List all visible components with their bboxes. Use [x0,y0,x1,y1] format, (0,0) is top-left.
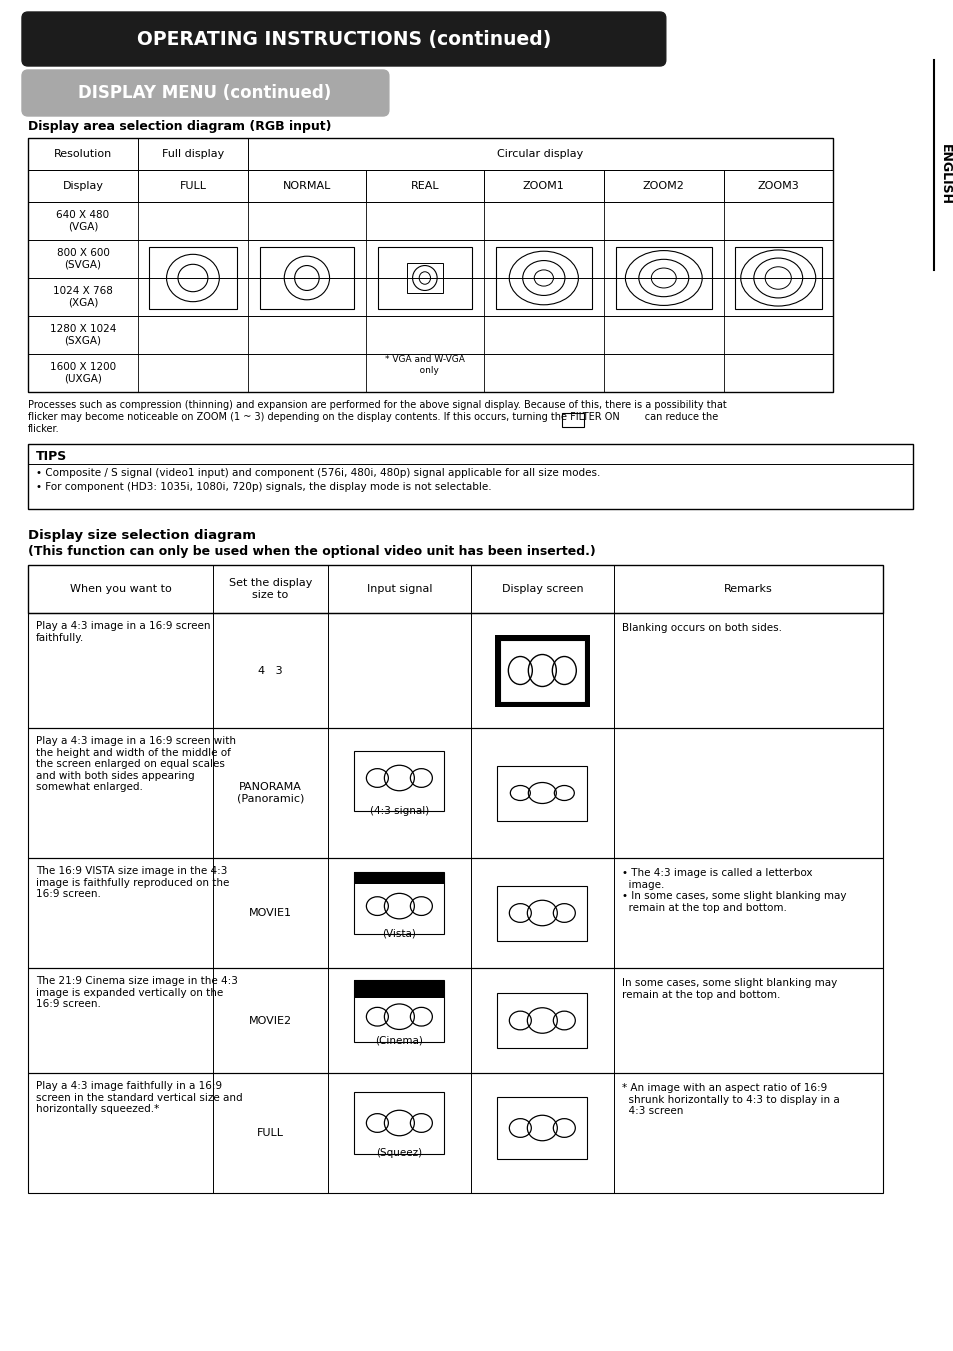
Text: Display: Display [62,181,103,190]
FancyBboxPatch shape [22,12,665,66]
Text: In some cases, some slight blanking may
remain at the top and bottom.: In some cases, some slight blanking may … [621,978,836,1000]
Text: ZOOM1: ZOOM1 [522,181,564,190]
Bar [28,203,832,240]
Text: (Squeez): (Squeez) [375,1148,422,1158]
Bar [28,278,832,316]
Bar [28,728,882,858]
Text: DISPLAY MENU (continued): DISPLAY MENU (continued) [78,84,332,101]
Text: ZOOM2: ZOOM2 [642,181,684,190]
Bar [28,316,832,354]
Text: 1280 X 1024
(SXGA): 1280 X 1024 (SXGA) [50,324,116,346]
Text: (Cinema): (Cinema) [375,1035,423,1046]
Text: Display screen: Display screen [501,584,582,594]
Bar [354,979,444,1042]
Bar [377,247,472,309]
Bar [497,1097,587,1159]
Text: 800 X 600
(SVGA): 800 X 600 (SVGA) [56,249,110,270]
Text: * VGA and W-VGA
   only: * VGA and W-VGA only [384,355,464,374]
Text: Full display: Full display [162,149,224,159]
Bar [28,138,832,392]
Bar [28,565,882,613]
Bar [734,247,821,309]
Bar [28,1073,882,1193]
Bar [495,635,589,707]
Text: • Composite / S signal (video1 input) and component (576i, 480i, 480p) signal ap: • Composite / S signal (video1 input) an… [36,467,599,478]
Bar [354,871,444,884]
Text: ZOOM3: ZOOM3 [757,181,799,190]
Bar [354,979,444,997]
Bar [354,871,444,934]
Text: The 21:9 Cinema size image in the 4:3
image is expanded vertically on the
16:9 s: The 21:9 Cinema size image in the 4:3 im… [36,975,237,1009]
Bar [149,247,236,309]
Bar [561,413,583,427]
Text: Play a 4:3 image in a 16:9 screen
faithfully.: Play a 4:3 image in a 16:9 screen faithf… [36,621,211,643]
Text: ENGLISH: ENGLISH [938,145,951,205]
Text: Processes such as compression (thinning) and expansion are performed for the abo: Processes such as compression (thinning)… [28,400,726,409]
Text: NORMAL: NORMAL [282,181,331,190]
Bar [497,766,587,820]
Text: * An image with an aspect ratio of 16:9
  shrunk horizontally to 4:3 to display : * An image with an aspect ratio of 16:9 … [621,1084,839,1116]
Text: The 16:9 VISTA size image in the 4:3
image is faithfully reproduced on the
16:9 : The 16:9 VISTA size image in the 4:3 ima… [36,866,229,900]
Bar [259,247,354,309]
Text: Play a 4:3 image in a 16:9 screen with
the height and width of the middle of
the: Play a 4:3 image in a 16:9 screen with t… [36,736,235,793]
Text: FULL: FULL [256,1128,284,1138]
Text: OPERATING INSTRUCTIONS (continued): OPERATING INSTRUCTIONS (continued) [136,30,551,49]
Text: 4   3: 4 3 [258,666,282,676]
Text: Resolution: Resolution [53,149,112,159]
Text: PANORAMA
(Panoramic): PANORAMA (Panoramic) [236,782,304,804]
Text: Display size selection diagram: Display size selection diagram [28,530,255,542]
Text: Circular display: Circular display [497,149,583,159]
Bar [28,444,912,509]
Bar [407,263,442,293]
Bar [28,969,882,1073]
Text: Set the display
size to: Set the display size to [229,578,312,600]
Text: FULL: FULL [179,181,206,190]
Text: • The 4:3 image is called a letterbox
  image.
• In some cases, some slight blan: • The 4:3 image is called a letterbox im… [621,867,845,913]
Bar [354,751,444,811]
Text: 1600 X 1200
(UXGA): 1600 X 1200 (UXGA) [50,362,116,384]
Text: MOVIE1: MOVIE1 [249,908,292,917]
Text: Input signal: Input signal [366,584,432,594]
Text: Remarks: Remarks [723,584,772,594]
Bar [28,613,882,728]
Bar [28,354,832,392]
Text: Blanking occurs on both sides.: Blanking occurs on both sides. [621,623,781,634]
Text: • For component (HD3: 1035i, 1080i, 720p) signals, the display mode is not selec: • For component (HD3: 1035i, 1080i, 720p… [36,482,491,492]
Bar [496,247,591,309]
Bar [354,1092,444,1154]
Bar [28,240,832,278]
Text: TIPS: TIPS [36,450,67,463]
Bar [615,247,711,309]
Bar [497,885,587,940]
Bar [497,993,587,1048]
Text: Play a 4:3 image faithfully in a 16:9
screen in the standard vertical size and
h: Play a 4:3 image faithfully in a 16:9 sc… [36,1081,242,1115]
FancyBboxPatch shape [22,70,389,116]
Bar [499,639,584,701]
Text: (This function can only be used when the optional video unit has been inserted.): (This function can only be used when the… [28,544,595,558]
Text: When you want to: When you want to [70,584,172,594]
Text: MOVIE2: MOVIE2 [249,1016,292,1025]
Text: (Vista): (Vista) [382,928,416,938]
Text: REAL: REAL [410,181,438,190]
Bar [28,170,832,203]
Text: flicker.: flicker. [28,424,59,434]
Text: (4:3 signal): (4:3 signal) [370,807,429,816]
Text: Display area selection diagram (RGB input): Display area selection diagram (RGB inpu… [28,120,331,132]
Text: 640 X 480
(VGA): 640 X 480 (VGA) [56,211,110,232]
Bar [28,138,832,170]
Bar [28,858,882,969]
Text: flicker may become noticeable on ZOOM (1 ~ 3) depending on the display contents.: flicker may become noticeable on ZOOM (1… [28,412,718,422]
Text: 1024 X 768
(XGA): 1024 X 768 (XGA) [53,286,112,308]
